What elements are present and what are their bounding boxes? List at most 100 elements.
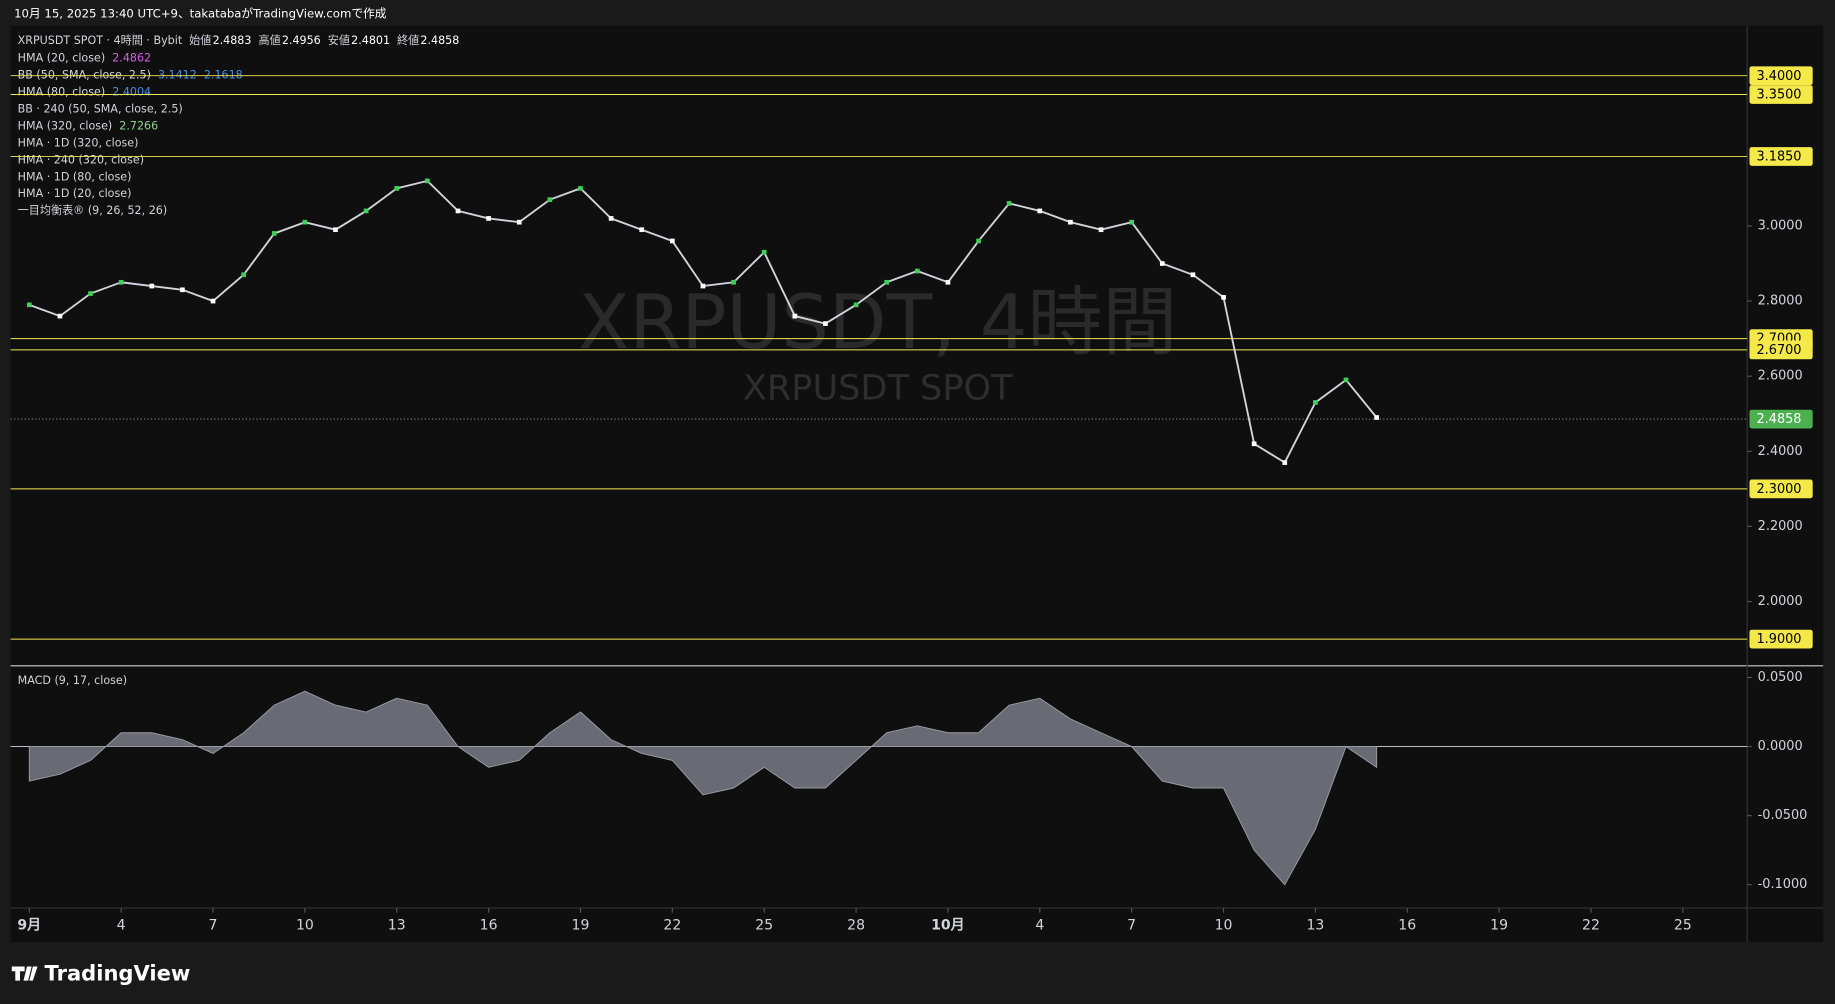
x-tick-label: 10月 — [931, 918, 965, 934]
level-box — [1749, 340, 1813, 360]
level-label: 3.4000 — [1757, 69, 1802, 84]
y-tick-label: 0.0500 — [1758, 670, 1803, 685]
price-point — [1068, 219, 1073, 225]
legend-text: XRPUSDT SPOT · 4時間 · Bybit — [18, 34, 183, 47]
price-point — [118, 279, 124, 285]
price-point — [210, 298, 216, 304]
level-box — [1749, 85, 1813, 104]
price-point — [639, 227, 645, 233]
y-tick-label: -0.1000 — [1758, 877, 1808, 892]
y-tick-label: 2.0000 — [1758, 594, 1803, 609]
level-box — [1749, 66, 1813, 86]
watermark-sub: XRPUSDT SPOT — [743, 368, 1013, 409]
price-point — [792, 313, 798, 319]
legend-text: 高値 — [258, 33, 280, 47]
price-point — [486, 216, 491, 221]
last-price-label: 2.4858 — [1757, 412, 1802, 427]
macd-title: MACD (9, 17, close) — [18, 674, 127, 687]
price-point — [1343, 377, 1349, 383]
x-tick-label: 7 — [1127, 918, 1136, 934]
price-point — [57, 313, 63, 319]
level-label: 1.9000 — [1757, 632, 1802, 647]
legend-text: 終値 — [397, 33, 419, 47]
price-point — [26, 302, 32, 308]
caption: 10月 15, 2025 13:40 UTC+9、takatabaがTradin… — [14, 7, 387, 21]
brand-logo — [11, 966, 38, 981]
price-point — [976, 238, 981, 244]
price-point — [884, 279, 890, 285]
watermark: XRPUSDT, 4時間 — [578, 278, 1177, 366]
brand[interactable]: TradingView — [45, 961, 191, 986]
x-tick-label: 10 — [1215, 918, 1233, 934]
legend-text: 始値 — [189, 33, 211, 47]
price-point — [1374, 415, 1379, 420]
price-point — [241, 272, 246, 278]
y-tick-label: 0.0000 — [1758, 739, 1803, 754]
y-tick-label: 3.0000 — [1758, 218, 1803, 233]
indicator-name: HMA · 1D (80, close) — [18, 170, 132, 183]
x-tick-label: 19 — [572, 918, 590, 934]
indicator-name: 一目均衡表® (9, 26, 52, 26) — [18, 203, 168, 217]
y-tick-label: -0.0500 — [1758, 808, 1808, 823]
x-tick-label: 13 — [1306, 918, 1324, 934]
price-point — [1313, 400, 1318, 405]
indicator-name: HMA · 1D (20, close) — [18, 187, 132, 200]
price-point — [333, 227, 338, 233]
price-point — [88, 291, 93, 296]
macd-area — [28, 690, 1378, 886]
x-tick-label: 4 — [1035, 918, 1044, 934]
indicator-value: 2.1618 — [204, 68, 243, 81]
x-tick-label: 16 — [1398, 918, 1416, 934]
x-tick-label: 7 — [209, 918, 218, 934]
price-point — [1251, 441, 1257, 447]
price-point — [1282, 460, 1288, 465]
indicator-value: 3.1412 — [158, 68, 197, 81]
price-point — [149, 283, 155, 289]
price-point — [455, 208, 461, 214]
indicator-name: HMA (320, close) — [18, 119, 113, 132]
y-tick-label: 2.4000 — [1758, 444, 1803, 459]
price-point — [670, 238, 675, 244]
price-point — [761, 249, 767, 255]
price-point — [608, 216, 614, 221]
x-tick-label: 13 — [388, 918, 406, 934]
price-point — [180, 287, 185, 293]
price-point — [1098, 227, 1104, 233]
last-price-box — [1749, 409, 1813, 429]
price-point — [271, 231, 277, 236]
level-label: 2.6700 — [1757, 343, 1802, 358]
price-point — [547, 197, 553, 202]
level-label: 2.3000 — [1757, 482, 1802, 497]
price-point — [394, 186, 400, 191]
x-tick-label: 9月 — [17, 918, 41, 934]
price-point — [578, 186, 583, 191]
indicator-name: HMA · 1D (320, close) — [18, 136, 139, 149]
indicator-name: HMA · 240 (320, close) — [18, 153, 144, 166]
y-tick-label: 2.6000 — [1758, 369, 1803, 384]
chart-area — [10, 25, 1824, 942]
x-tick-label: 22 — [1582, 918, 1600, 934]
indicator-name: BB (50, SMA, close, 2.5) — [18, 68, 151, 81]
price-point — [700, 283, 706, 289]
y-tick-label: 2.8000 — [1758, 294, 1803, 309]
x-tick-label: 4 — [117, 918, 126, 934]
x-tick-label: 19 — [1490, 918, 1508, 934]
price-point — [1037, 208, 1043, 214]
legend-text: 2.4883 — [213, 34, 252, 47]
indicator-value: 2.4004 — [112, 85, 151, 98]
indicator-value: 2.7266 — [119, 119, 158, 132]
level-box — [1749, 479, 1813, 499]
price-point — [1159, 261, 1165, 266]
price-point — [1006, 201, 1012, 206]
price-point — [302, 219, 308, 225]
indicator-name: HMA (80, close) — [18, 85, 106, 98]
price-point — [1129, 219, 1135, 225]
y-tick-label: 2.2000 — [1758, 519, 1803, 534]
legend-text: 2.4858 — [420, 34, 459, 47]
legend-text: 安値 — [328, 33, 350, 47]
price-point — [731, 279, 736, 285]
level-label: 3.1850 — [1757, 150, 1802, 165]
indicator-name: BB · 240 (50, SMA, close, 2.5) — [18, 102, 183, 115]
